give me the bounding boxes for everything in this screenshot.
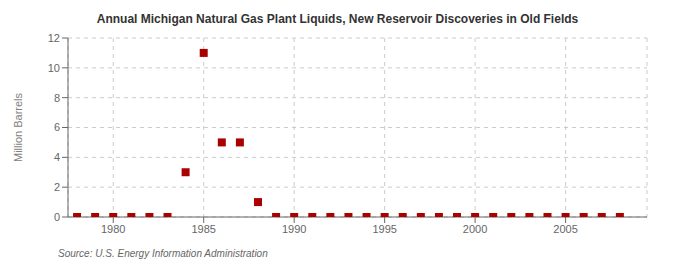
svg-text:12: 12 <box>48 32 60 44</box>
svg-text:1995: 1995 <box>372 223 396 235</box>
svg-text:1985: 1985 <box>191 223 215 235</box>
svg-text:Million Barrels: Million Barrels <box>12 92 24 162</box>
svg-text:0: 0 <box>54 211 60 223</box>
svg-text:10: 10 <box>48 62 60 74</box>
svg-text:2: 2 <box>54 181 60 193</box>
svg-text:6: 6 <box>54 121 60 133</box>
svg-text:2000: 2000 <box>463 223 487 235</box>
svg-text:2005: 2005 <box>553 223 577 235</box>
html-text:Source: U.S. Energy Informatio: Source: U.S. Energy Information Administ… <box>58 248 268 259</box>
svg-text:8: 8 <box>54 92 60 104</box>
svg-text:1990: 1990 <box>282 223 306 235</box>
svg-text:1980: 1980 <box>101 223 125 235</box>
svg-text:4: 4 <box>54 151 60 163</box>
html-text:Annual Michigan Natural Gas Pl: Annual Michigan Natural Gas Plant Liquid… <box>96 12 579 26</box>
